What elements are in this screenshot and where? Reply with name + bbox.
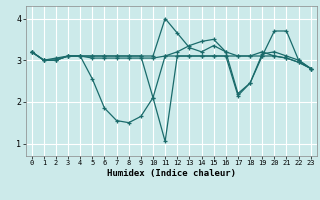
X-axis label: Humidex (Indice chaleur): Humidex (Indice chaleur) [107, 169, 236, 178]
